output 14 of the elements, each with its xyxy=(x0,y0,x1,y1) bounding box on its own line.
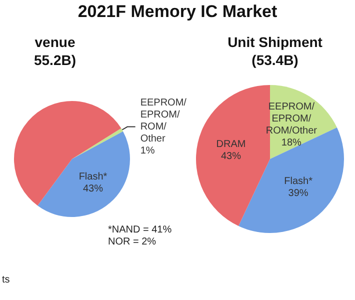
slice-label: Flash* xyxy=(78,172,108,183)
chart-title: Unit Shipment (53.4B) xyxy=(228,34,323,68)
slice-label: DRAM xyxy=(216,138,246,150)
chart-title: 2021F Memory IC Market xyxy=(76,2,278,22)
slice-label: EEPROM/ EPROM/ ROM/ Other xyxy=(140,97,187,144)
data-label: 1% xyxy=(140,145,155,156)
data-label: 43% xyxy=(220,150,242,162)
slice-label: Flash* xyxy=(284,176,313,187)
text: *NAND = 41% NOR = 2% xyxy=(108,224,172,248)
chart-subtitle: venue 55.2B) xyxy=(34,34,76,68)
text: ts xyxy=(2,274,10,286)
data-label: 43% xyxy=(82,184,104,195)
data-label: 18% xyxy=(281,138,302,149)
data-label: 39% xyxy=(288,188,308,199)
